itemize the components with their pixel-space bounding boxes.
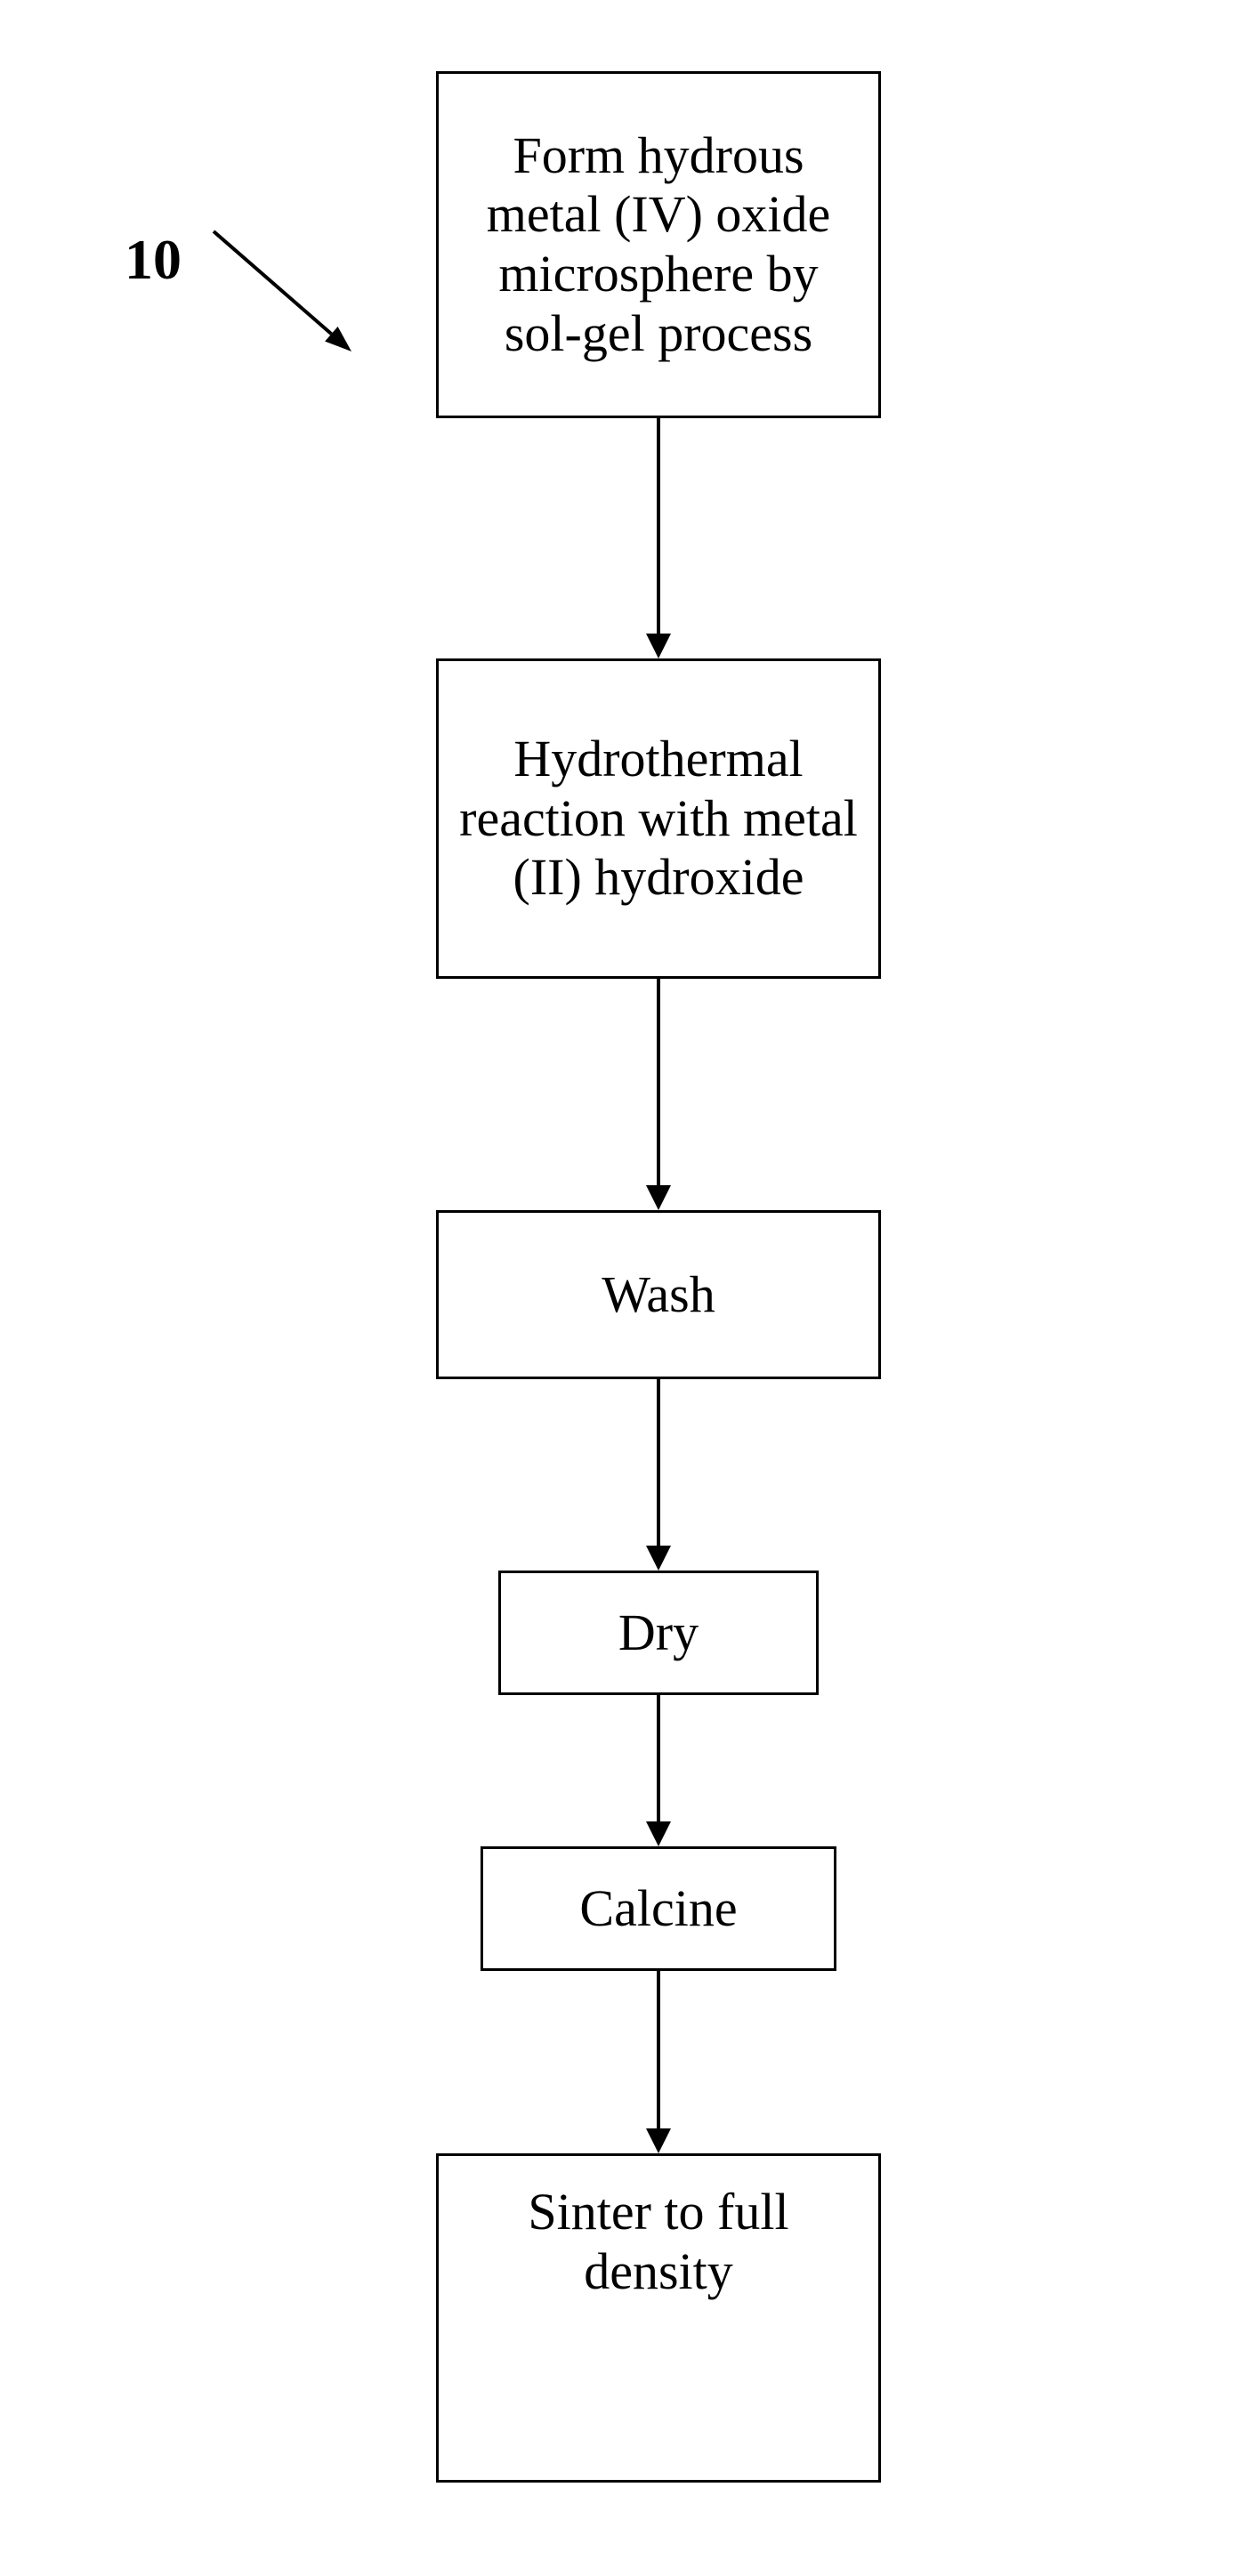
flowchart-canvas: 10 Form hydrous metal (IV) oxide microsp…: [0, 0, 1252, 2576]
step-text-dry: Dry: [501, 1603, 816, 1663]
step-box-hydrothermal: Hydrothermal reaction with metal (II) hy…: [436, 658, 881, 979]
arrow-4-line: [657, 1695, 660, 1821]
step-box-dry: Dry: [498, 1571, 819, 1695]
reference-arrow-10: [178, 196, 387, 387]
arrow-4-head-icon: [646, 1821, 671, 1846]
reference-numeral-10-text: 10: [125, 228, 182, 291]
step-box-sinter: Sinter to full density: [436, 2153, 881, 2483]
arrow-3-head-icon: [646, 1546, 671, 1571]
step-text-hydrothermal: Hydrothermal reaction with metal (II) hy…: [439, 730, 878, 908]
step-box-wash: Wash: [436, 1210, 881, 1379]
reference-numeral-10: 10: [125, 227, 182, 293]
arrow-2-head-icon: [646, 1185, 671, 1210]
step-box-form-hydrous: Form hydrous metal (IV) oxide microspher…: [436, 71, 881, 418]
arrow-1-line: [657, 418, 660, 634]
arrow-3-line: [657, 1379, 660, 1546]
step-text-calcine: Calcine: [483, 1879, 834, 1939]
arrow-5-line: [657, 1971, 660, 2128]
arrow-5-head-icon: [646, 2128, 671, 2153]
step-text-sinter: Sinter to full density: [439, 2156, 878, 2301]
step-text-form-hydrous: Form hydrous metal (IV) oxide microspher…: [439, 126, 878, 364]
arrow-2-line: [657, 979, 660, 1185]
step-text-wash: Wash: [439, 1265, 878, 1325]
step-box-calcine: Calcine: [481, 1846, 836, 1971]
arrow-1-head-icon: [646, 634, 671, 658]
